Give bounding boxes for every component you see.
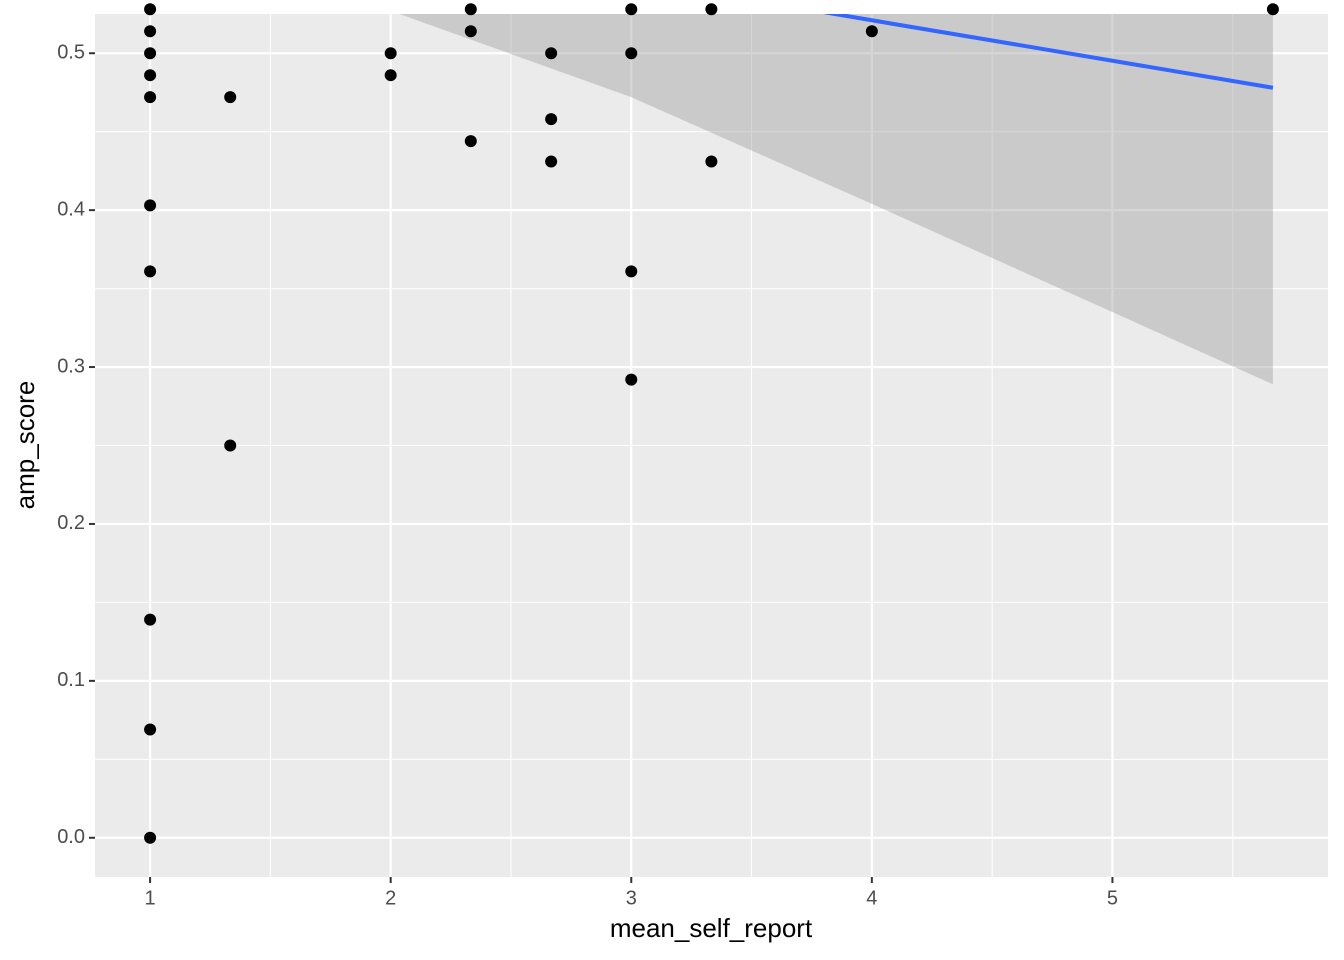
point: [144, 47, 157, 60]
point: [625, 3, 638, 16]
point: [705, 155, 718, 168]
y-tick-label: 0.5: [57, 42, 85, 64]
point: [865, 25, 878, 38]
y-tick-label: 0.3: [57, 355, 85, 377]
point: [384, 47, 397, 60]
point: [144, 25, 157, 38]
point: [464, 25, 477, 38]
confidence-band: [399, 14, 1273, 385]
point: [144, 69, 157, 82]
x-axis-title: mean_self_report: [610, 913, 813, 943]
y-tick-label: 0.2: [57, 512, 85, 534]
point: [545, 155, 558, 168]
point: [384, 69, 397, 82]
x-tick-label: 5: [1107, 887, 1118, 909]
point: [625, 265, 638, 278]
x-tick-label: 1: [145, 887, 156, 909]
point: [625, 373, 638, 386]
fit-layer: [399, 14, 1274, 385]
y-axis-title: amp_score: [10, 381, 40, 510]
fit-line: [822, 14, 1274, 90]
x-tick-label: 4: [866, 887, 877, 909]
point: [144, 91, 157, 104]
point: [224, 91, 237, 104]
point: [144, 265, 157, 278]
y-tick-label: 0.0: [57, 826, 85, 848]
point: [464, 3, 477, 16]
x-tick-label: 3: [626, 887, 637, 909]
point: [705, 3, 718, 16]
point: [144, 199, 157, 212]
point: [144, 613, 157, 626]
point: [144, 831, 157, 844]
point: [625, 47, 638, 60]
point: [144, 3, 157, 16]
y-tick-label: 0.1: [57, 669, 85, 691]
point: [545, 47, 558, 60]
point: [545, 113, 558, 126]
y-tick-label: 0.4: [57, 198, 85, 220]
point: [464, 135, 477, 148]
x-tick-label: 2: [385, 887, 396, 909]
point: [1266, 3, 1279, 16]
point: [224, 439, 237, 452]
point: [144, 723, 157, 736]
